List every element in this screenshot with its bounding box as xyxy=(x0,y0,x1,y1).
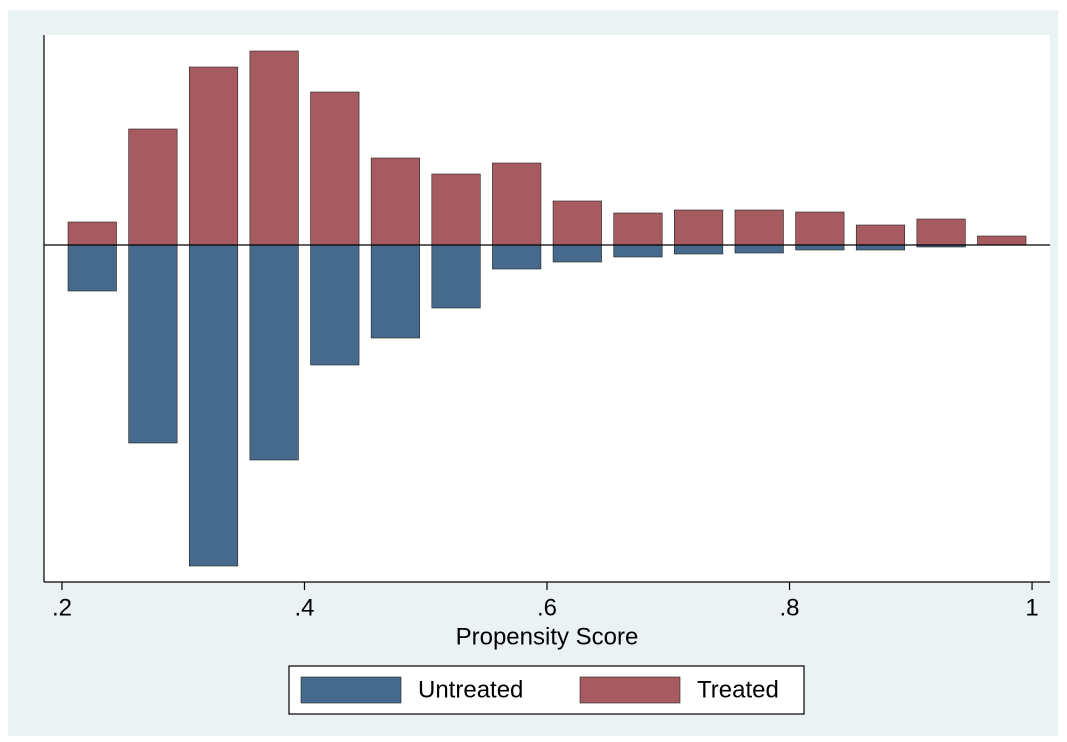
bar xyxy=(613,244,663,258)
x-tick-label: .8 xyxy=(780,594,800,621)
bar xyxy=(188,244,239,567)
bar xyxy=(492,162,542,246)
legend-label: Untreated xyxy=(418,676,523,703)
x-tick-label: .2 xyxy=(52,594,72,621)
bar xyxy=(370,244,420,339)
bar xyxy=(552,244,602,263)
bar xyxy=(431,173,481,246)
bar xyxy=(734,244,784,254)
bar xyxy=(977,235,1027,246)
bar xyxy=(674,244,724,255)
bar xyxy=(431,244,481,309)
bar xyxy=(370,157,420,246)
x-tick-label: 1 xyxy=(1025,594,1038,621)
legend-label: Treated xyxy=(697,676,779,703)
bar xyxy=(613,212,663,246)
bar xyxy=(855,244,906,251)
bar xyxy=(916,218,966,246)
x-axis-label: Propensity Score xyxy=(456,623,639,650)
bar xyxy=(795,211,845,246)
bar xyxy=(128,128,178,246)
bar xyxy=(492,244,542,270)
bar xyxy=(552,200,602,246)
bar xyxy=(249,50,299,246)
legend-swatch xyxy=(300,676,402,704)
bar xyxy=(795,244,845,251)
bar xyxy=(188,66,239,246)
bar xyxy=(67,221,117,246)
x-tick-label: .6 xyxy=(537,594,557,621)
bar xyxy=(310,244,360,366)
legend-swatch xyxy=(579,676,681,704)
bar xyxy=(674,209,724,246)
bar xyxy=(249,244,299,461)
bar xyxy=(128,244,178,444)
x-tick-label: .4 xyxy=(294,594,314,621)
bar xyxy=(67,244,117,292)
bar xyxy=(310,91,360,246)
bar xyxy=(734,209,784,246)
bar xyxy=(855,224,906,246)
